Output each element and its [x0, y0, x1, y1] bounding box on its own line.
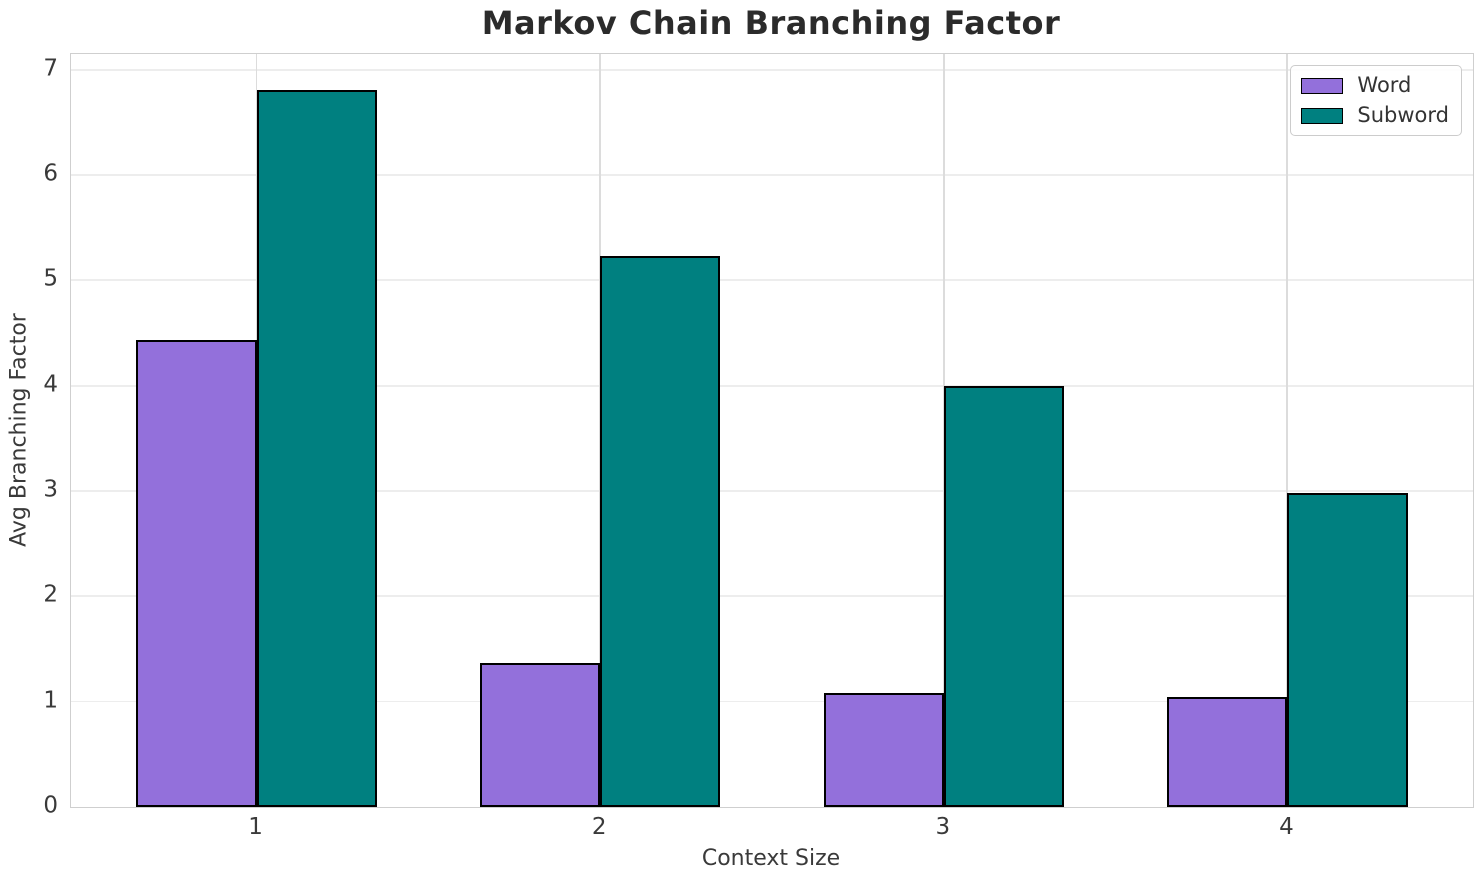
legend-item-word: Word	[1301, 73, 1449, 98]
y-tick-label: 7	[43, 55, 58, 82]
y-tick-label: 1	[43, 687, 58, 714]
y-gridline	[71, 174, 1473, 176]
x-axis-label: Context Size	[701, 846, 841, 871]
y-gridline	[71, 68, 1473, 71]
bar-subword-context-3	[943, 385, 1065, 807]
x-tick-label: 2	[591, 814, 607, 840]
y-gridline	[71, 490, 1473, 492]
x-tick-label: 3	[935, 814, 951, 840]
x-gridline	[942, 54, 945, 807]
chart-title: Markov Chain Branching Factor	[481, 4, 1061, 42]
y-gridline	[71, 595, 1473, 598]
legend-label-word: Word	[1357, 73, 1412, 97]
y-gridline	[71, 279, 1473, 282]
plot-area: Word Subword	[70, 53, 1474, 808]
y-gridline	[71, 700, 1473, 703]
y-tick-label: 3	[43, 476, 58, 503]
bar-word-context-2	[479, 662, 601, 807]
bar-word-context-3	[823, 693, 944, 807]
x-tick-label: 1	[248, 814, 263, 840]
y-tick-label: 2	[43, 581, 58, 608]
x-gridline	[1286, 54, 1289, 807]
legend-swatch-subword	[1301, 107, 1344, 124]
y-tick-label: 5	[43, 265, 58, 292]
legend: Word Subword	[1290, 65, 1462, 136]
y-tick-label: 4	[43, 371, 58, 398]
legend-swatch-word	[1301, 77, 1344, 94]
bar-subword-context-1	[256, 89, 377, 807]
legend-label-subword: Subword	[1357, 103, 1449, 127]
y-gridline	[71, 384, 1473, 387]
x-gridline	[599, 54, 601, 807]
bar-subword-context-4	[1287, 493, 1408, 807]
x-tick-label: 4	[1279, 814, 1294, 840]
legend-item-subword: Subword	[1301, 103, 1449, 128]
bar-word-context-1	[136, 340, 257, 807]
bar-subword-context-2	[600, 256, 721, 807]
y-tick-label: 6	[43, 160, 58, 187]
y-tick-label: 0	[43, 792, 58, 819]
y-axis-label: Avg Branching Factor	[6, 313, 32, 547]
bar-word-context-4	[1167, 697, 1288, 807]
